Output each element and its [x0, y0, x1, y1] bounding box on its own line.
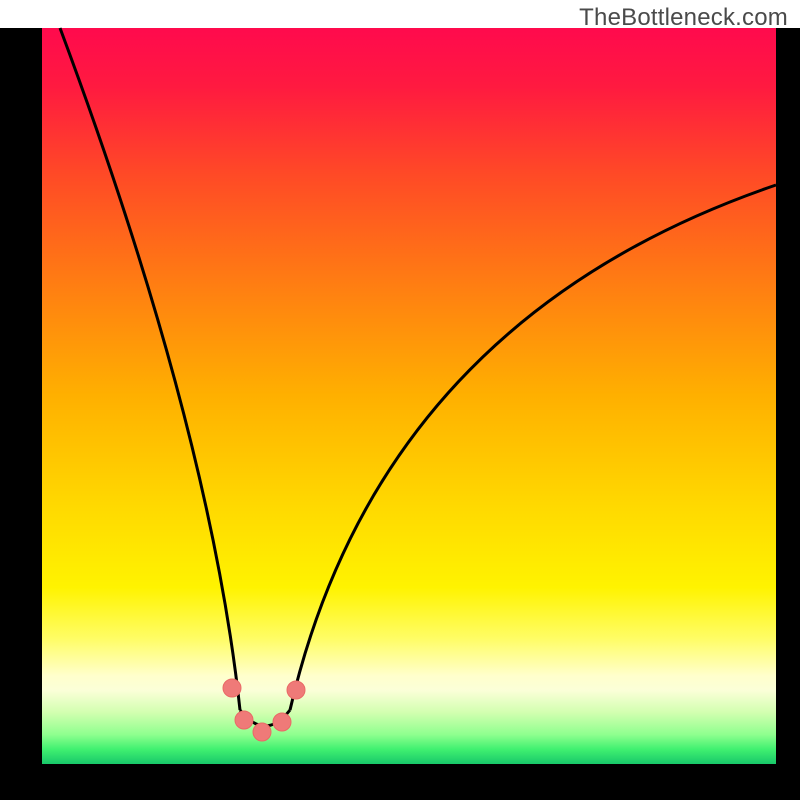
plot-area: [42, 28, 776, 764]
bottleneck-point: [273, 713, 291, 731]
bottleneck-point: [253, 723, 271, 741]
bottleneck-point: [287, 681, 305, 699]
bottleneck-point: [223, 679, 241, 697]
chart-svg: [0, 0, 800, 800]
chart-root: TheBottleneck.com: [0, 0, 800, 800]
watermark-text: TheBottleneck.com: [579, 4, 788, 32]
bottleneck-point: [235, 711, 253, 729]
